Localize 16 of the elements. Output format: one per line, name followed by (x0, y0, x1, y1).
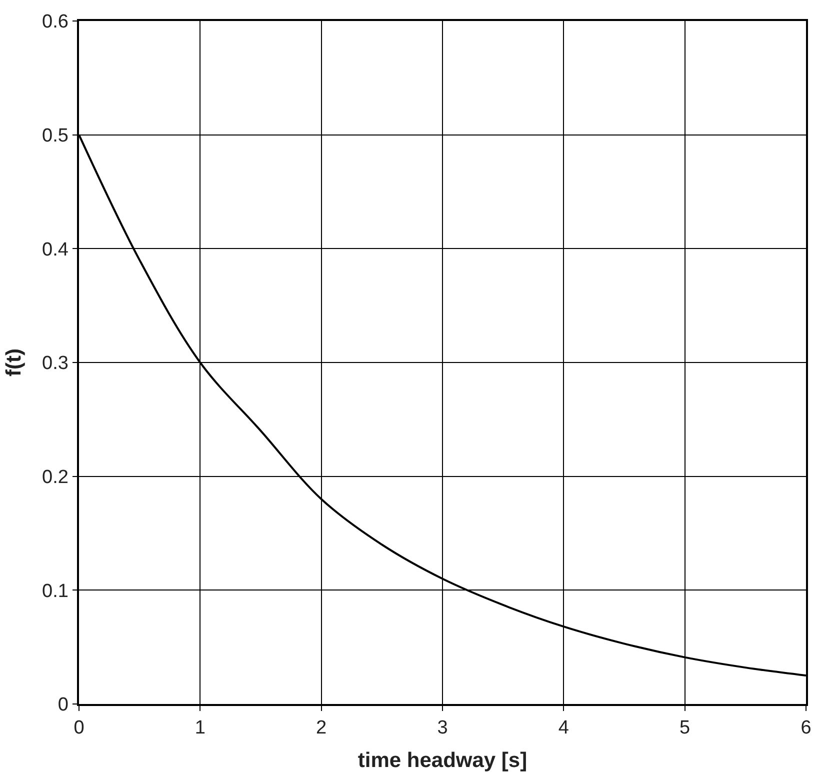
x-tick-label: 6 (800, 718, 812, 739)
y-tick-label: 0.2 (42, 466, 68, 488)
x-tick-label: 3 (437, 718, 448, 739)
y-tick-label: 0.3 (42, 353, 68, 374)
x-tick-label: 4 (558, 718, 570, 739)
x-axis-title: time headway [s] (358, 749, 528, 772)
y-tick-label: 0.1 (42, 580, 68, 602)
x-tick-label: 5 (680, 718, 690, 739)
y-tick-label: 0.5 (42, 125, 68, 146)
x-tick-label: 2 (316, 718, 327, 739)
x-tick-label: 0 (74, 718, 84, 739)
y-tick-label: 0.6 (42, 12, 68, 33)
y-tick-label: 0.4 (42, 239, 69, 260)
y-axis-title: f(t) (2, 348, 26, 376)
x-tick-label: 1 (194, 718, 206, 739)
y-tick-label: 0 (58, 694, 68, 716)
